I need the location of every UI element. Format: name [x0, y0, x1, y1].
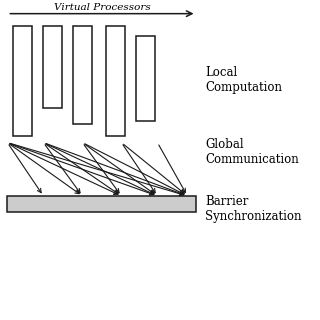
Bar — [136, 36, 155, 121]
Text: Virtual Processors: Virtual Processors — [53, 3, 150, 12]
Text: Local
Computation: Local Computation — [205, 66, 283, 94]
Bar — [106, 26, 125, 136]
Bar — [73, 26, 92, 124]
Bar — [43, 26, 62, 108]
Text: Barrier
Synchronization: Barrier Synchronization — [205, 195, 302, 223]
Bar — [13, 26, 32, 136]
Bar — [7, 196, 196, 212]
Text: Global
Communication: Global Communication — [205, 138, 299, 166]
